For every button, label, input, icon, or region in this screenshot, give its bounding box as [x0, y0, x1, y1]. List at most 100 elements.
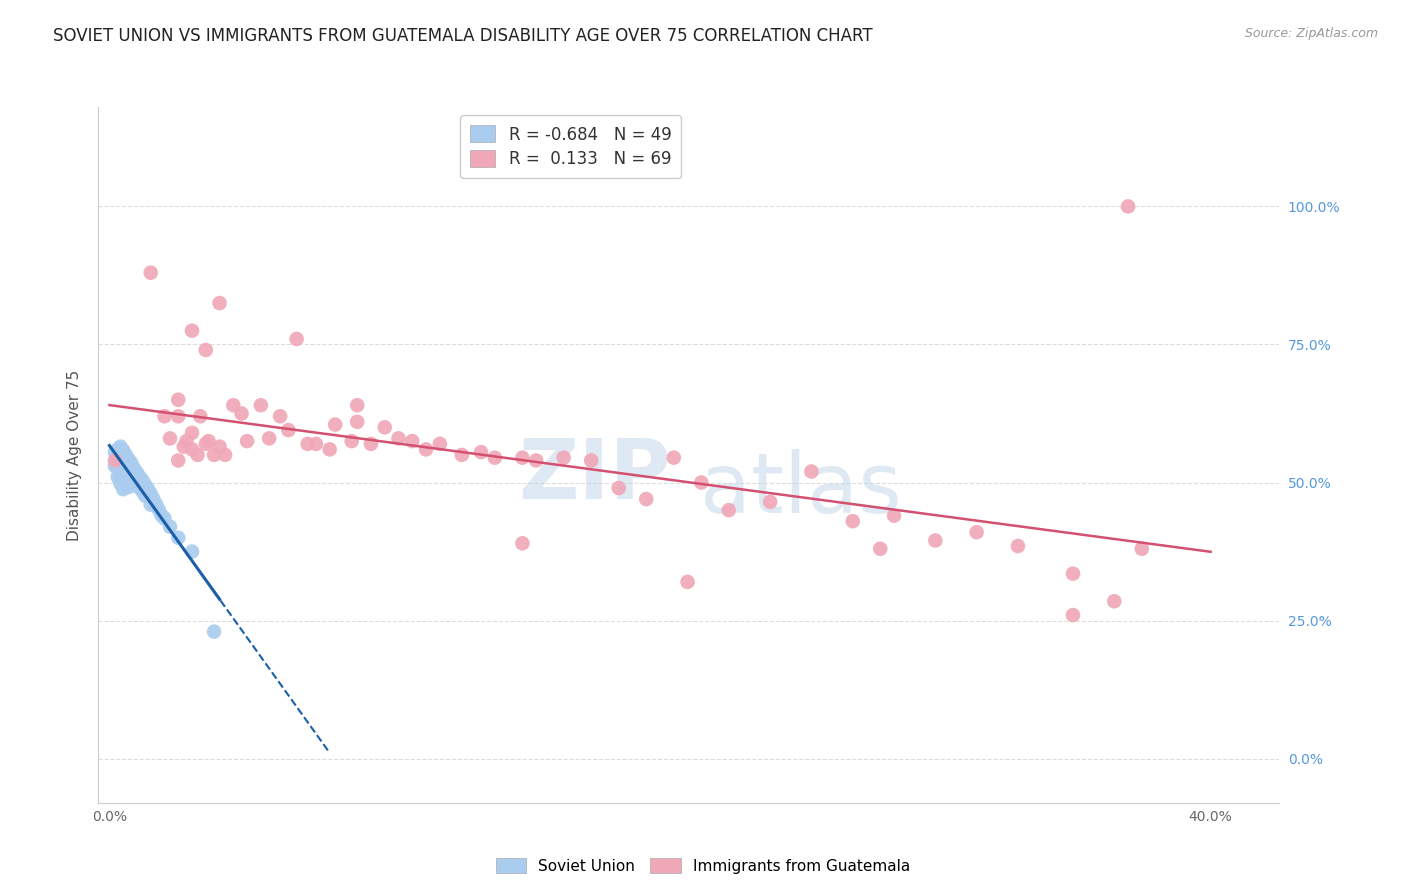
Point	[107, 442, 129, 457]
Point	[134, 477, 156, 491]
Point	[188, 409, 211, 424]
Legend: Soviet Union, Immigrants from Guatemala: Soviet Union, Immigrants from Guatemala	[489, 852, 917, 880]
Point	[636, 492, 658, 507]
Point	[450, 448, 472, 462]
Point	[869, 541, 891, 556]
Point	[181, 324, 204, 338]
Point	[120, 456, 142, 470]
Point	[110, 467, 132, 482]
Point	[115, 448, 138, 462]
Point	[167, 453, 190, 467]
Point	[107, 470, 129, 484]
Point	[717, 503, 740, 517]
Point	[104, 445, 127, 459]
Point	[125, 466, 148, 480]
Point	[197, 434, 219, 449]
Point	[167, 392, 190, 407]
Point	[176, 434, 198, 449]
Point	[186, 448, 208, 462]
Text: Source: ZipAtlas.com: Source: ZipAtlas.com	[1244, 27, 1378, 40]
Point	[120, 475, 142, 490]
Text: ZIP: ZIP	[519, 435, 671, 516]
Point	[107, 461, 129, 475]
Point	[346, 415, 368, 429]
Point	[340, 434, 363, 449]
Point	[401, 434, 423, 449]
Point	[139, 266, 162, 280]
Point	[607, 481, 630, 495]
Point	[318, 442, 340, 457]
Point	[153, 511, 176, 525]
Point	[966, 525, 988, 540]
Point	[120, 466, 142, 480]
Point	[1130, 541, 1153, 556]
Point	[690, 475, 713, 490]
Point	[112, 463, 135, 477]
Point	[236, 434, 259, 449]
Point	[104, 458, 127, 473]
Point	[128, 481, 150, 495]
Point	[181, 442, 204, 457]
Point	[112, 453, 135, 467]
Point	[194, 343, 217, 357]
Point	[277, 423, 299, 437]
Point	[202, 448, 225, 462]
Point	[579, 453, 602, 467]
Point	[1062, 608, 1084, 623]
Point	[115, 456, 138, 470]
Point	[110, 476, 132, 491]
Point	[122, 461, 145, 475]
Point	[512, 450, 534, 465]
Point	[159, 519, 181, 533]
Legend: R = -0.684   N = 49, R =  0.133   N = 69: R = -0.684 N = 49, R = 0.133 N = 69	[460, 115, 682, 178]
Point	[429, 437, 451, 451]
Point	[524, 453, 547, 467]
Point	[269, 409, 291, 424]
Point	[924, 533, 946, 548]
Point	[257, 431, 280, 445]
Point	[323, 417, 346, 432]
Point	[139, 498, 162, 512]
Point	[842, 514, 865, 528]
Point	[305, 437, 328, 451]
Point	[110, 440, 132, 454]
Point	[1116, 199, 1139, 213]
Point	[112, 473, 135, 487]
Point	[131, 484, 153, 499]
Point	[1007, 539, 1029, 553]
Point	[202, 624, 225, 639]
Point	[759, 495, 782, 509]
Point	[297, 437, 319, 451]
Point	[125, 476, 148, 491]
Point	[148, 503, 170, 517]
Point	[676, 574, 699, 589]
Point	[122, 472, 145, 486]
Point	[118, 471, 141, 485]
Point	[118, 452, 141, 467]
Point	[150, 508, 173, 523]
Point	[142, 492, 165, 507]
Point	[112, 443, 135, 458]
Point	[110, 449, 132, 463]
Point	[128, 470, 150, 484]
Point	[139, 486, 162, 500]
Point	[346, 398, 368, 412]
Point	[1062, 566, 1084, 581]
Point	[107, 450, 129, 465]
Point	[484, 450, 506, 465]
Point	[167, 409, 190, 424]
Point	[153, 409, 176, 424]
Point	[136, 482, 159, 496]
Point	[115, 466, 138, 480]
Y-axis label: Disability Age Over 75: Disability Age Over 75	[67, 369, 83, 541]
Point	[374, 420, 396, 434]
Text: atlas: atlas	[700, 450, 903, 530]
Point	[222, 398, 245, 412]
Point	[250, 398, 273, 412]
Point	[173, 440, 195, 454]
Point	[214, 448, 236, 462]
Point	[110, 458, 132, 473]
Point	[662, 450, 685, 465]
Point	[118, 461, 141, 475]
Point	[360, 437, 382, 451]
